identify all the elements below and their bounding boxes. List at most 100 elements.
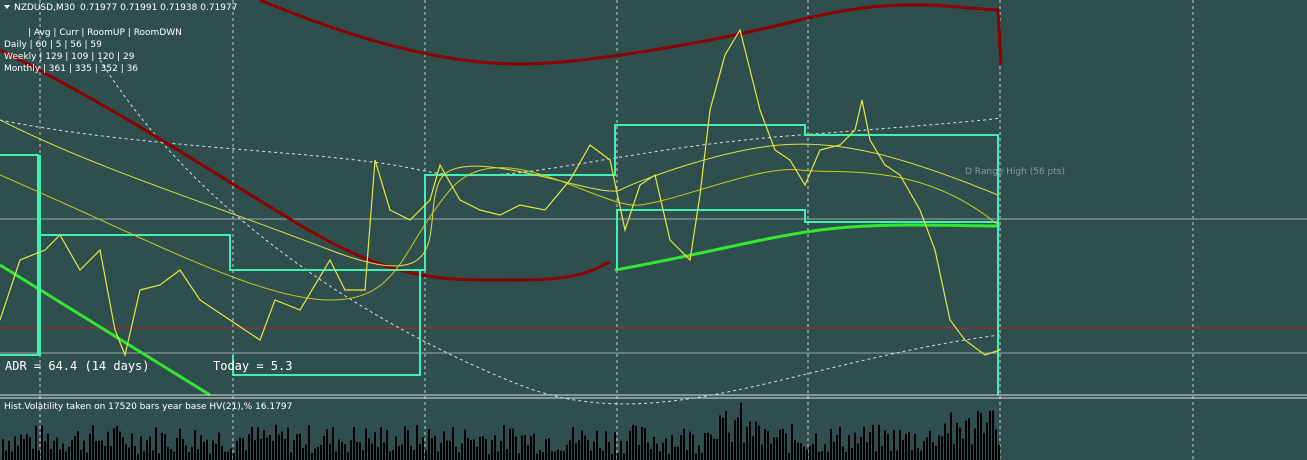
volume-bar bbox=[251, 426, 253, 460]
volume-bar bbox=[761, 444, 763, 460]
volume-bar bbox=[329, 443, 331, 460]
volume-bar bbox=[560, 450, 562, 460]
volume-bar bbox=[200, 435, 202, 460]
volume-bar bbox=[980, 412, 982, 460]
volume-bar bbox=[89, 433, 91, 460]
volume-bar bbox=[266, 437, 268, 460]
volume-bar bbox=[194, 430, 196, 460]
volume-bar bbox=[236, 440, 238, 460]
volume-bar bbox=[620, 440, 622, 460]
volume-bar bbox=[827, 451, 829, 460]
volume-bar bbox=[470, 440, 472, 460]
volume-bar bbox=[398, 445, 400, 460]
volume-bar bbox=[554, 451, 556, 460]
dropdown-icon[interactable] bbox=[4, 5, 10, 9]
volume-bar bbox=[908, 432, 910, 460]
volume-bar bbox=[149, 436, 151, 460]
volume-bar bbox=[56, 437, 58, 460]
volume-bar bbox=[20, 434, 22, 460]
volume-bar bbox=[425, 450, 427, 460]
volume-bar bbox=[452, 427, 454, 460]
symbol: NZDUSD,M30 bbox=[14, 3, 75, 13]
ma-mid bbox=[0, 48, 611, 282]
volume-bar bbox=[722, 417, 724, 460]
volume-bar bbox=[593, 441, 595, 460]
volume-bar bbox=[719, 415, 721, 460]
adr-label: ADR = 64.4 (14 days) bbox=[5, 359, 150, 373]
volume-bar bbox=[713, 438, 715, 460]
volume-bar bbox=[134, 445, 136, 460]
volume-bar bbox=[158, 453, 160, 460]
volume-bar bbox=[788, 452, 790, 460]
volume-bar bbox=[389, 451, 391, 460]
volume-bar bbox=[317, 447, 319, 460]
volume-bar bbox=[845, 452, 847, 460]
volume-bar bbox=[506, 448, 508, 460]
volume-bar bbox=[863, 426, 865, 460]
volume-bar bbox=[974, 428, 976, 460]
volume-bar bbox=[245, 450, 247, 460]
volume-bar bbox=[50, 448, 52, 460]
volume-bar bbox=[782, 428, 784, 460]
volume-bar bbox=[38, 450, 40, 460]
volume-bar bbox=[977, 410, 979, 460]
volume-bar bbox=[374, 432, 376, 460]
volume-bar bbox=[182, 439, 184, 460]
volume-bar bbox=[992, 410, 994, 460]
volume-bar bbox=[305, 444, 307, 460]
volume-bar bbox=[656, 443, 658, 460]
volume-bar bbox=[830, 428, 832, 460]
table-row: Weekly | 129 | 109 | 120 | 29 bbox=[4, 52, 135, 62]
volume-bar bbox=[413, 450, 415, 460]
volume-bar bbox=[509, 428, 511, 460]
volume-bar bbox=[152, 450, 154, 460]
volume-bar bbox=[602, 450, 604, 460]
volume-bars bbox=[2, 402, 1000, 460]
volume-bar bbox=[725, 410, 727, 460]
volume-bar bbox=[326, 429, 328, 460]
volume-bar bbox=[692, 434, 694, 460]
volume-bar bbox=[263, 430, 265, 460]
volume-bar bbox=[689, 431, 691, 460]
volume-bar bbox=[503, 425, 505, 460]
volume-bar bbox=[296, 434, 298, 460]
volume-bar bbox=[581, 430, 583, 460]
volume-bar bbox=[779, 429, 781, 460]
volume-bar bbox=[551, 451, 553, 460]
volume-bar bbox=[476, 446, 478, 460]
volume-bar bbox=[92, 425, 94, 460]
volume-bar bbox=[32, 448, 34, 460]
volume-bar bbox=[479, 436, 481, 460]
volume-bar bbox=[101, 440, 103, 460]
volume-bar bbox=[422, 437, 424, 460]
volume-bar bbox=[944, 423, 946, 460]
volume-bar bbox=[758, 425, 760, 460]
volume-bar bbox=[773, 437, 775, 460]
volume-bar bbox=[350, 440, 352, 460]
volume-bar bbox=[989, 410, 991, 460]
volume-bar bbox=[440, 442, 442, 460]
volume-bar bbox=[14, 436, 16, 460]
volume-bar bbox=[461, 443, 463, 460]
volume-bar bbox=[230, 448, 232, 460]
volume-bar bbox=[290, 452, 292, 460]
volume-bar bbox=[854, 432, 856, 460]
volume-bar bbox=[122, 437, 124, 460]
range-steps bbox=[0, 124, 999, 395]
volume-bar bbox=[344, 444, 346, 460]
volume-bar bbox=[320, 444, 322, 460]
volume-bar bbox=[143, 451, 145, 460]
volume-bar bbox=[314, 448, 316, 460]
volume-bar bbox=[848, 434, 850, 460]
volume-bar bbox=[206, 439, 208, 460]
volume-bar bbox=[632, 425, 634, 460]
volume-bar bbox=[734, 419, 736, 460]
volume-bar bbox=[116, 426, 118, 460]
ma-trend bbox=[0, 223, 1001, 397]
volume-bar bbox=[392, 449, 394, 460]
volume-bar bbox=[128, 447, 130, 460]
volume-bar bbox=[575, 443, 577, 460]
volume-bar bbox=[44, 441, 46, 460]
volume-bar bbox=[368, 437, 370, 460]
